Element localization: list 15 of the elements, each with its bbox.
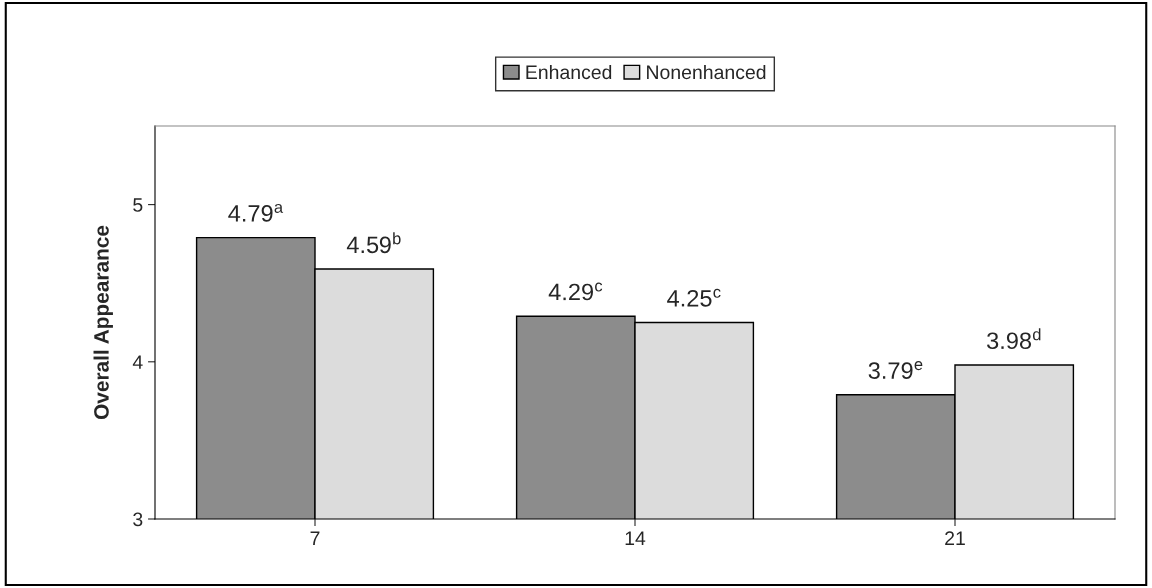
x-tick-label: 21 [945,531,965,545]
data-label: 4.79$^{a}$ [228,203,284,222]
legend-label: Enhanced [526,64,612,80]
y-axis-title: Overall Appearance [93,225,113,420]
x-tick-label: 7 [310,531,320,545]
data-label: 4.25$^{c}$ [667,288,721,307]
legend-label: Nonenhanced [647,64,766,80]
y-tick-label: 5 [133,198,143,212]
y-tick-label: 4 [132,355,143,369]
y-tick-label: 3 [133,512,143,527]
data-label: 3.98$^{d}$ [987,328,1041,350]
x-tick-label: 14 [625,531,646,545]
data-label: 4.29$^{c}$ [548,282,603,301]
data-label: 4.59$^{b}$ [346,232,401,254]
data-label: 3.79$^{e}$ [868,361,923,379]
